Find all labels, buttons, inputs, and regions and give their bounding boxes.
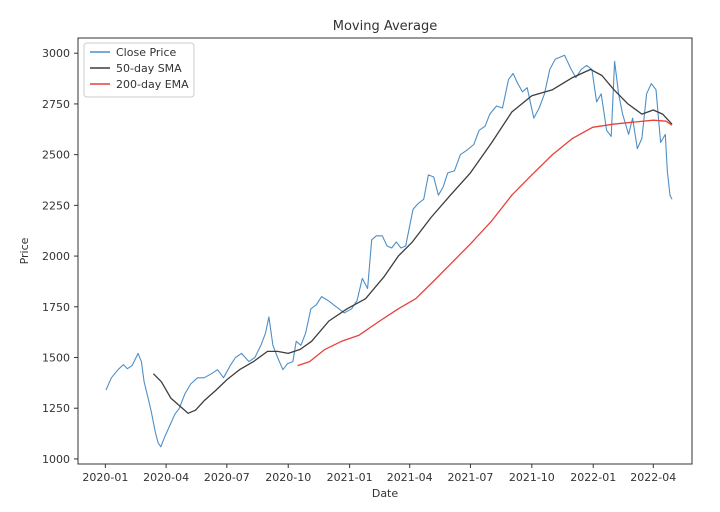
x-tick-label: 2022-01 xyxy=(570,471,616,484)
y-tick-label: 3000 xyxy=(42,47,70,60)
y-tick-label: 1000 xyxy=(42,453,70,466)
y-tick-label: 2250 xyxy=(42,199,70,212)
chart-title: Moving Average xyxy=(333,19,437,34)
legend-label-50-day-sma: 50-day SMA xyxy=(116,62,182,75)
y-tick-label: 2500 xyxy=(42,149,70,162)
y-tick-label: 2750 xyxy=(42,98,70,111)
x-tick-label: 2021-10 xyxy=(509,471,555,484)
y-tick-label: 1250 xyxy=(42,402,70,415)
legend-box xyxy=(83,42,195,98)
x-tick-label: 2020-10 xyxy=(265,471,311,484)
x-tick-label: 2021-01 xyxy=(327,471,373,484)
x-tick-label: 2022-04 xyxy=(630,471,676,484)
series-line-200-day-ema xyxy=(297,119,673,367)
y-tick-label: 1500 xyxy=(42,352,70,365)
series-line-close-price xyxy=(105,54,673,448)
x-tick-label: 2021-07 xyxy=(447,471,493,484)
legend-label-200-day-ema: 200-day EMA xyxy=(116,78,189,91)
x-axis-ticks: 2020-01 2020-04 2020-07 2020-10 2021-01 2021-… xyxy=(82,464,676,484)
y-tick-label: 2000 xyxy=(42,250,70,263)
x-tick-label: 2020-01 xyxy=(82,471,128,484)
plot-area-frame xyxy=(77,37,693,465)
legend-label-close-price: Close Price xyxy=(116,46,177,59)
x-tick-label: 2021-04 xyxy=(387,471,433,484)
y-tick-label: 1750 xyxy=(42,301,70,314)
series-line-50-day-sma xyxy=(152,68,673,414)
x-tick-label: 2020-04 xyxy=(143,471,189,484)
x-tick-label: 2020-07 xyxy=(204,471,250,484)
y-axis-ticks: 1000 1250 1500 1750 2000 2250 2500 2750 3000 xyxy=(42,47,78,466)
x-axis-label: Date xyxy=(372,487,399,500)
series-lines xyxy=(105,54,673,448)
legend: Close Price 50-day SMA 200-day EMA xyxy=(83,42,195,98)
y-axis-label: Price xyxy=(18,237,31,264)
